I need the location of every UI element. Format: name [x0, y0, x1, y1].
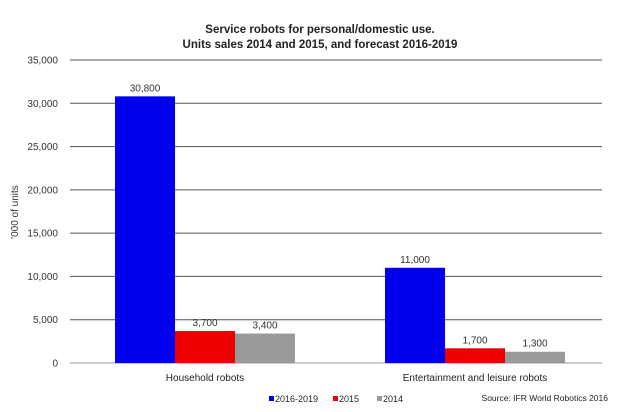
y-tick-label: 30,000: [27, 99, 58, 110]
legend-label: 2015: [339, 394, 359, 404]
source-note: Source: IFR World Robotics 2016: [482, 393, 609, 403]
chart-subtitle: Units sales 2014 and 2015, and forecast …: [183, 39, 458, 51]
category-label: Household robots: [166, 373, 244, 384]
bar-2016-2019: [115, 96, 175, 364]
bar-2015: [175, 330, 235, 363]
y-tick-label: 25,000: [27, 142, 58, 153]
data-label: 3,700: [192, 318, 217, 329]
data-label: 1,700: [462, 335, 487, 346]
legend-label: 2014: [383, 394, 403, 404]
legend-swatch: [377, 396, 382, 401]
bar-2014: [235, 333, 295, 363]
y-tick-label: 35,000: [27, 56, 58, 67]
data-label: 11,000: [400, 255, 430, 266]
legend-label: 2016-2019: [275, 394, 318, 404]
legend-swatch: [269, 396, 274, 401]
y-tick-label: 0: [52, 359, 58, 370]
bar-2016-2019: [385, 267, 445, 363]
y-axis-label: '000 of units: [10, 185, 21, 239]
y-tick-label: 15,000: [27, 229, 58, 240]
bar-2014: [505, 351, 565, 363]
category-label: Entertainment and leisure robots: [403, 373, 548, 384]
chart-title: Service robots for personal/domestic use…: [205, 24, 434, 36]
data-label: 30,800: [130, 83, 161, 94]
bar-2015: [445, 348, 505, 363]
data-label: 3,400: [252, 321, 277, 332]
legend-swatch: [333, 396, 338, 401]
y-tick-label: 5,000: [33, 315, 58, 326]
y-tick-label: 20,000: [27, 185, 58, 196]
y-tick-label: 10,000: [27, 272, 58, 283]
data-label: 1,300: [522, 339, 547, 350]
